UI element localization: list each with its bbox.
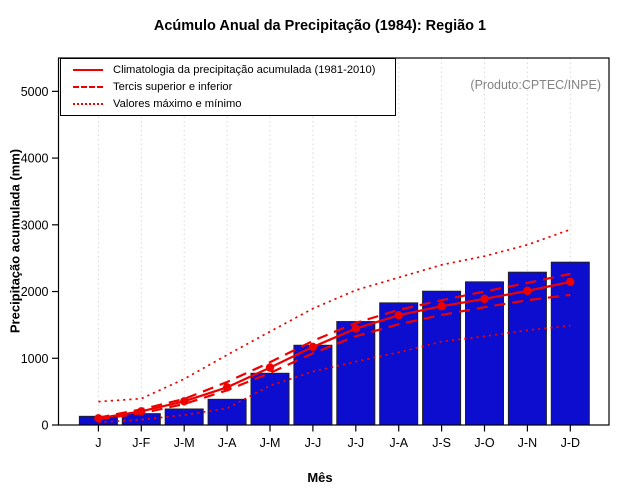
y-tick-label: 5000: [21, 85, 49, 99]
climatology-point: [437, 302, 446, 311]
x-tick-label: J-F: [132, 436, 150, 450]
climatology-point: [480, 294, 489, 304]
y-tick-label: 0: [42, 419, 49, 433]
y-tick-label: 3000: [21, 218, 49, 232]
x-tick-label: J-M: [260, 436, 281, 450]
y-axis-label: Precipitação acumulada (mm): [7, 148, 23, 334]
legend-solid-line-icon: [73, 69, 103, 71]
bar-month-J-D: [550, 261, 590, 426]
bar-month-J-M: [250, 372, 290, 426]
bar-month-J-M: [164, 408, 204, 426]
bar-month-J-J: [336, 321, 376, 426]
climatology-point: [351, 324, 360, 333]
watermark-text: (Produto:CPTEC/INPE): [470, 78, 601, 92]
legend-item-terciles: Tercis superior e inferior: [61, 80, 395, 94]
bar-month-J-J: [293, 344, 333, 426]
legend-item-max-min: Valores máximo e mínimo: [61, 97, 395, 111]
legend-box: Climatologia da precipitação acumulada (…: [60, 58, 396, 116]
x-tick-label: J-A: [218, 436, 237, 450]
legend-label: Valores máximo e mínimo: [113, 98, 242, 110]
climatology-point: [265, 363, 275, 372]
line-dotted: [98, 228, 571, 403]
x-tick-label: J: [95, 436, 101, 450]
climatology-point: [222, 383, 232, 392]
bar-month-J-A: [207, 398, 247, 426]
bar-month-J-S: [422, 290, 462, 426]
line-dashed: [98, 293, 571, 421]
x-tick-label: J-M: [174, 436, 195, 450]
x-axis-label: Mês: [307, 470, 333, 485]
legend-label: Tercis superior e inferior: [113, 81, 233, 93]
climatology-point: [94, 414, 103, 423]
y-tick-label: 4000: [21, 152, 49, 166]
climatology-point: [180, 397, 189, 406]
climatology-point: [566, 277, 575, 287]
x-tick-label: J-O: [474, 436, 494, 450]
climatology-point: [137, 407, 146, 416]
x-tick-label: J-N: [518, 436, 537, 450]
x-tick-label: J-J: [305, 436, 322, 450]
x-tick-label: J-S: [432, 436, 451, 450]
climatology-point: [523, 286, 532, 296]
line-solid: [98, 280, 571, 420]
x-tick-label: J-J: [347, 436, 364, 450]
legend-label: Climatologia da precipitação acumulada (…: [113, 64, 376, 76]
bar-month-J-O: [465, 281, 504, 426]
climatology-point: [308, 342, 318, 352]
legend-dotted-line-icon: [73, 103, 103, 105]
chart-title: Acúmulo Anual da Precipitação (1984): Re…: [153, 18, 487, 34]
x-tick-label: J-D: [561, 436, 580, 450]
x-tick-label: J-A: [389, 436, 408, 450]
y-tick-label: 1000: [21, 352, 49, 366]
legend-dashed-line-icon: [73, 86, 103, 88]
y-tick-label: 2000: [21, 285, 49, 299]
legend-item-climatology: Climatologia da precipitação acumulada (…: [61, 63, 395, 77]
line-dashed: [98, 272, 571, 419]
bar-month-J-N: [507, 271, 547, 426]
climatology-point: [394, 311, 403, 320]
